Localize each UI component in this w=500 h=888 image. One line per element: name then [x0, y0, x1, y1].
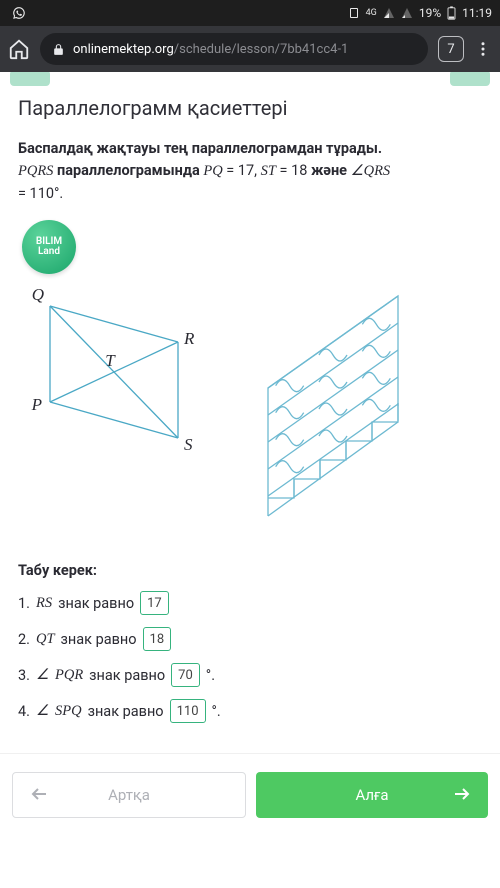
url-host: onlinemektep.org: [73, 42, 174, 57]
answers-block: Табу керек: 1.RS знак равно 17 2.QT знак …: [0, 538, 500, 745]
parallelogram-diagram: Q R S P T: [18, 288, 228, 468]
next-button[interactable]: Алға: [256, 772, 488, 818]
svg-text:S: S: [184, 435, 193, 454]
signal-icon: [383, 7, 395, 19]
url-bar[interactable]: onlinemektep.org/schedule/lesson/7bb41cc…: [40, 33, 428, 65]
battery-percent: 19%: [419, 6, 441, 20]
answer-input-box[interactable]: 110: [170, 699, 206, 723]
status-clock: 11:19: [462, 6, 492, 20]
battery-icon: [447, 6, 456, 20]
network-type-label: 4G: [366, 8, 377, 18]
arrow-right-icon: [454, 786, 470, 804]
lesson-content: Параллелограмм қасиеттері Баспалдақ жақт…: [0, 72, 500, 888]
answer-row: 3.∠PQR знак равно 70 °.: [18, 663, 482, 687]
back-button-label: Артқа: [108, 786, 150, 804]
svg-text:R: R: [183, 329, 195, 348]
problem-statement: Баспалдақ жақтауы тең параллелограмдан т…: [0, 138, 500, 204]
answer-row: 4.∠SPQ знак равно 110 °.: [18, 699, 482, 723]
bilimland-logo: BILIM Land: [22, 220, 76, 274]
lock-icon: [52, 43, 65, 56]
page-title: Параллелограмм қасиеттері: [0, 86, 500, 138]
answer-input-box[interactable]: 70: [171, 663, 200, 687]
answer-row: 1.RS знак равно 17: [18, 591, 482, 615]
answers-heading: Табу керек:: [18, 562, 482, 579]
staircase-railing-diagram: [248, 288, 418, 528]
prev-section-stub[interactable]: [10, 72, 50, 86]
browser-toolbar: onlinemektep.org/schedule/lesson/7bb41cc…: [0, 26, 500, 72]
signal-icon-2: [401, 7, 413, 19]
svg-text:T: T: [105, 351, 116, 370]
back-button[interactable]: Артқа: [12, 772, 246, 818]
next-button-label: Алға: [355, 786, 388, 804]
answer-row: 2.QT знак равно 18: [18, 627, 482, 651]
arrow-left-icon: [31, 786, 47, 804]
next-section-stub[interactable]: [450, 72, 490, 86]
answer-input-box[interactable]: 17: [140, 591, 169, 615]
overflow-menu-icon[interactable]: [474, 40, 492, 58]
android-status-bar: 4G 19% 11:19: [0, 0, 500, 26]
doc-icon: [348, 7, 360, 19]
whatsapp-icon: [12, 6, 26, 20]
svg-text:Q: Q: [32, 288, 44, 304]
home-icon[interactable]: [8, 38, 30, 60]
url-path: /schedule/lesson/7bb41cc4-1: [174, 42, 349, 57]
svg-text:P: P: [31, 395, 42, 414]
answer-input-box[interactable]: 18: [143, 627, 172, 651]
tab-count-button[interactable]: 7: [438, 36, 464, 62]
